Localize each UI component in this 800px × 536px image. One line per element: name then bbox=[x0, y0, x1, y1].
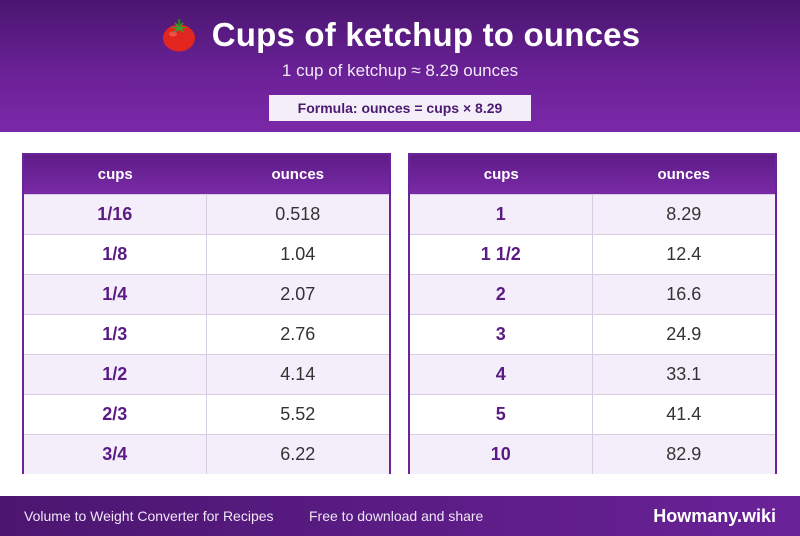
header-banner: Cups of ketchup to ounces 1 cup of ketch… bbox=[0, 0, 800, 132]
column-header-ounces: ounces bbox=[657, 166, 710, 183]
ounces-cell: 2.76 bbox=[280, 324, 316, 344]
cups-cell: 1/2 bbox=[24, 355, 207, 394]
brand-logo-text[interactable]: Howmany.wiki bbox=[653, 506, 776, 526]
page-title: Cups of ketchup to ounces bbox=[211, 16, 641, 53]
table-body: 1/16 0.518 1/8 1.04 1/4 2.07 1/3 2.76 1/2 4.1… bbox=[24, 194, 389, 474]
table-row: 1/2 4.14 bbox=[24, 354, 389, 394]
cups-cell: 1/3 bbox=[24, 315, 207, 354]
column-header-ounces: ounces bbox=[271, 166, 324, 183]
table-row: 1 8.29 bbox=[410, 194, 775, 234]
tomato-icon bbox=[160, 16, 198, 54]
cups-cell: 4 bbox=[410, 355, 593, 394]
ounces-cell: 5.52 bbox=[280, 404, 316, 424]
cups-cell: 2/3 bbox=[24, 395, 207, 434]
column-header-cups: cups bbox=[97, 166, 133, 183]
cups-cell: 1/4 bbox=[24, 275, 207, 314]
table-body: 1 8.29 1 1/2 12.4 2 16.6 3 24.9 4 33.1 5 41.4 … bbox=[410, 194, 775, 474]
ounces-cell: 33.1 bbox=[666, 364, 702, 384]
ounces-cell: 41.4 bbox=[666, 404, 702, 424]
table-row: 4 33.1 bbox=[410, 354, 775, 394]
ounces-cell: 1.04 bbox=[280, 244, 316, 264]
ounces-cell: 0.518 bbox=[275, 204, 321, 224]
cups-cell: 3/4 bbox=[24, 435, 207, 474]
ounces-cell: 6.22 bbox=[280, 444, 316, 464]
table-row: 3 24.9 bbox=[410, 314, 775, 354]
ounces-cell: 82.9 bbox=[666, 444, 702, 464]
ounces-cell: 2.07 bbox=[280, 284, 316, 304]
table-header: cups ounces bbox=[410, 155, 775, 194]
cups-cell: 10 bbox=[410, 435, 593, 474]
title-row: Cups of ketchup to ounces bbox=[0, 15, 800, 55]
ounces-cell: 4.14 bbox=[280, 364, 316, 384]
column-header-cups: cups bbox=[483, 166, 519, 183]
table-row: 2 16.6 bbox=[410, 274, 775, 314]
cups-cell: 1/8 bbox=[24, 235, 207, 274]
table-row: 2/3 5.52 bbox=[24, 394, 389, 434]
ounces-cell: 24.9 bbox=[666, 324, 702, 344]
table-row: 1/8 1.04 bbox=[24, 234, 389, 274]
footer-bar: Volume to Weight Converter for Recipes F… bbox=[0, 496, 800, 536]
cups-cell: 1/16 bbox=[24, 195, 207, 234]
formula-badge: Formula: ounces = cups × 8.29 bbox=[269, 95, 531, 121]
table-row: 3/4 6.22 bbox=[24, 434, 389, 474]
table-row: 1 1/2 12.4 bbox=[410, 234, 775, 274]
table-row: 10 82.9 bbox=[410, 434, 775, 474]
table-row: 1/16 0.518 bbox=[24, 194, 389, 234]
footer-share-note: Free to download and share bbox=[309, 508, 484, 524]
cups-cell: 5 bbox=[410, 395, 593, 434]
ounces-cell: 8.29 bbox=[666, 204, 702, 224]
conversion-subtitle: 1 cup of ketchup ≈ 8.29 ounces bbox=[281, 61, 519, 80]
footer-tagline: Volume to Weight Converter for Recipes bbox=[24, 508, 274, 524]
conversion-table-right: cups ounces 1 8.29 1 1/2 12.4 2 16.6 3 24.9 … bbox=[408, 153, 777, 474]
table-row: 5 41.4 bbox=[410, 394, 775, 434]
table-row: 1/4 2.07 bbox=[24, 274, 389, 314]
table-row: 1/3 2.76 bbox=[24, 314, 389, 354]
cups-cell: 1 1/2 bbox=[410, 235, 593, 274]
conversion-table-left: cups ounces 1/16 0.518 1/8 1.04 1/4 2.07 1/… bbox=[22, 153, 391, 474]
cups-cell: 1 bbox=[410, 195, 593, 234]
table-header: cups ounces bbox=[24, 155, 389, 194]
cups-cell: 2 bbox=[410, 275, 593, 314]
ounces-cell: 16.6 bbox=[666, 284, 702, 304]
cups-cell: 3 bbox=[410, 315, 593, 354]
ounces-cell: 12.4 bbox=[666, 244, 702, 264]
